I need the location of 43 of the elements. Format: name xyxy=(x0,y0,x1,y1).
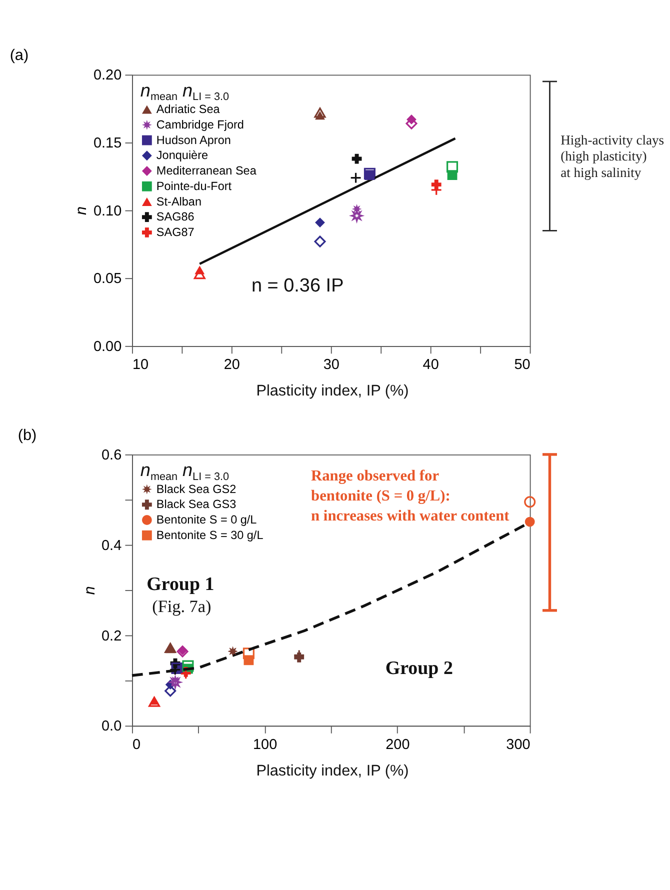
x-tick-label: 100 xyxy=(253,736,278,753)
x-tick-label: 20 xyxy=(224,357,240,374)
annotation: Range observed for bentonite (S = 0 g/L): n increases with water content xyxy=(311,468,510,524)
legend-label: Cambridge Fjord xyxy=(156,118,244,132)
x-tick-label: 0 xyxy=(132,736,141,753)
text: High-activity clays (high plasticity) at high salinity xyxy=(560,132,664,180)
annotation: (Fig. 7a) xyxy=(152,596,212,616)
x-tick-label: 300 xyxy=(506,736,530,753)
chart-title: (a) xyxy=(10,47,29,64)
y-tick-label: 0.6 xyxy=(102,447,122,464)
chart-title: (b) xyxy=(18,426,37,444)
legend-label: Bentonite S = 0 g/L xyxy=(156,514,258,527)
y-tick-label: 0.4 xyxy=(102,538,122,554)
legend-label: Black Sea GS3 xyxy=(156,498,237,512)
annotation: Group 2 xyxy=(385,658,453,680)
legend-label: SAG87 xyxy=(156,226,194,240)
y-tick-label: 0.20 xyxy=(93,68,122,84)
y-tick-label: 0.10 xyxy=(93,203,122,220)
annotation: n = 0.36 IP xyxy=(251,276,344,297)
x-tick-label: 30 xyxy=(323,357,340,374)
y-axis-title: n xyxy=(81,586,98,595)
y-tick-label: 0.2 xyxy=(102,628,122,644)
legend-label: Jonquière xyxy=(156,149,208,162)
x-tick-label: 50 xyxy=(514,357,530,374)
y-tick-label: 0.05 xyxy=(93,271,122,288)
legend-label: St-Alban xyxy=(156,195,202,208)
y-tick-label: 0.00 xyxy=(93,338,122,355)
x-axis-title: Plasticity index, IP (%) xyxy=(256,762,409,780)
legend-label: Pointe-du-Fort xyxy=(156,180,232,193)
legend-label: Bentonite S = 30 g/L xyxy=(156,528,264,542)
x-axis-title: Plasticity index, IP (%) xyxy=(256,382,409,400)
legend-label: SAG86 xyxy=(156,210,195,224)
annotation: Group 1 xyxy=(146,574,214,596)
legend-label: Hudson Apron xyxy=(156,134,231,147)
x-tick-label: 200 xyxy=(386,736,410,753)
x-tick-label: 40 xyxy=(422,357,439,374)
legend-label: Adriatic Sea xyxy=(156,103,220,116)
legend-label: Black Sea GS2 xyxy=(156,482,236,496)
x-tick-label: 10 xyxy=(132,357,149,374)
legend-label: Mediterranean Sea xyxy=(156,164,257,178)
y-tick-label: 0.0 xyxy=(102,718,122,735)
y-tick-label: 0.15 xyxy=(93,135,122,152)
y-axis-title: n xyxy=(73,206,90,216)
